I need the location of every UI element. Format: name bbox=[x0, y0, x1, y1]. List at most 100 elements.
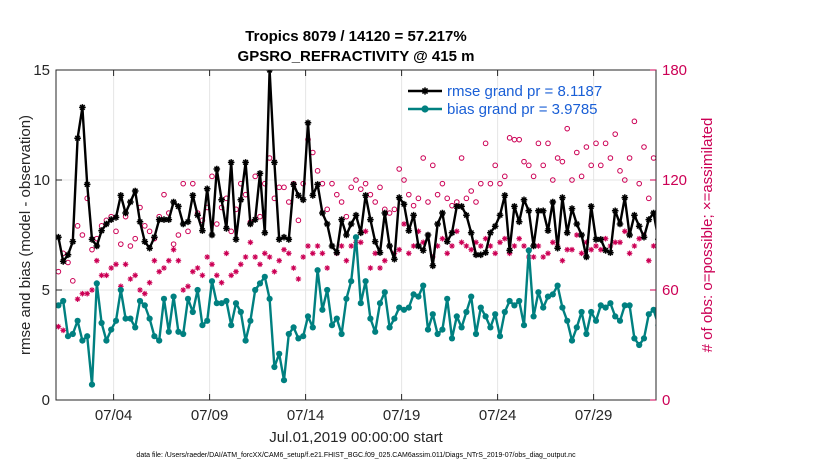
possible-point bbox=[530, 173, 537, 180]
rmse-point bbox=[592, 236, 600, 243]
bias-point bbox=[549, 291, 556, 298]
rmse-point bbox=[616, 220, 624, 228]
bias-point bbox=[607, 300, 614, 307]
rmse-point bbox=[539, 207, 547, 215]
assimilated-point bbox=[84, 290, 90, 297]
bias-point bbox=[506, 297, 513, 305]
rmse-point bbox=[362, 192, 369, 199]
possible-point bbox=[420, 155, 427, 161]
rmse-point bbox=[285, 236, 293, 243]
assimilated-point bbox=[276, 257, 282, 264]
assimilated-point bbox=[545, 250, 551, 257]
possible-point bbox=[559, 158, 566, 165]
assimilated-point bbox=[362, 228, 369, 235]
rmse-point bbox=[299, 196, 307, 204]
possible-point bbox=[824, 189, 829, 194]
possible-point bbox=[214, 221, 220, 227]
possible-point bbox=[353, 177, 359, 183]
possible-point bbox=[554, 155, 561, 161]
rmse-point bbox=[64, 251, 72, 259]
rmse-point bbox=[160, 216, 168, 223]
assimilated-point bbox=[290, 265, 297, 271]
possible-point bbox=[329, 180, 335, 187]
assimilated-point bbox=[612, 239, 618, 246]
bias-point bbox=[280, 377, 288, 384]
rmse-point bbox=[573, 220, 581, 228]
rmse-point bbox=[496, 211, 504, 219]
bias-point bbox=[809, 384, 815, 390]
assimilated-point bbox=[401, 221, 407, 227]
bias-point bbox=[799, 329, 805, 335]
assimilated-point bbox=[593, 243, 599, 249]
rmse-point bbox=[621, 194, 629, 201]
assimilated-point bbox=[257, 261, 263, 268]
rmse-point bbox=[93, 242, 101, 250]
rmse-point bbox=[640, 233, 648, 241]
bias-point bbox=[319, 306, 326, 313]
bias-point bbox=[228, 322, 235, 329]
bias-point bbox=[256, 280, 264, 287]
bias-point bbox=[823, 379, 829, 385]
bias-point bbox=[271, 363, 278, 371]
assimilated-point bbox=[56, 323, 62, 330]
possible-point bbox=[569, 177, 575, 183]
possible-point bbox=[185, 228, 191, 235]
bias-point bbox=[108, 326, 115, 333]
rmse-point bbox=[583, 253, 590, 261]
assimilated-point bbox=[233, 268, 239, 275]
assimilated-point bbox=[809, 251, 815, 257]
possible-point bbox=[396, 166, 403, 172]
assimilated-point bbox=[434, 243, 441, 249]
bias-point bbox=[285, 330, 292, 338]
bias-point bbox=[362, 278, 369, 285]
rmse-point bbox=[684, 223, 691, 230]
possible-point bbox=[535, 140, 542, 147]
bias-point bbox=[516, 297, 523, 305]
rmse-point bbox=[809, 232, 816, 239]
assimilated-point bbox=[132, 272, 138, 279]
rmse-point bbox=[56, 233, 62, 241]
bias-point bbox=[775, 298, 781, 304]
assimilated-point bbox=[310, 250, 316, 257]
assimilated-point bbox=[295, 276, 302, 282]
bias-point bbox=[156, 337, 163, 344]
rmse-point bbox=[112, 214, 120, 221]
assimilated-point bbox=[574, 232, 580, 238]
possible-point bbox=[800, 181, 805, 186]
assimilated-point bbox=[516, 235, 522, 242]
possible-point bbox=[74, 223, 81, 229]
bias-point bbox=[420, 282, 427, 289]
bias-point bbox=[684, 272, 690, 278]
bias-point bbox=[665, 357, 671, 363]
bias-point bbox=[559, 304, 566, 311]
bias-point bbox=[333, 315, 340, 322]
rmse-point bbox=[544, 227, 552, 234]
rmse-point bbox=[59, 258, 67, 265]
possible-point bbox=[762, 163, 767, 168]
bias-point bbox=[458, 324, 465, 331]
assimilated-point bbox=[151, 257, 158, 264]
assimilated-point bbox=[718, 240, 724, 246]
bias-point bbox=[761, 333, 767, 339]
possible-point bbox=[252, 173, 258, 180]
assimilated-point bbox=[487, 243, 494, 249]
assimilated-point bbox=[348, 243, 354, 249]
bias-point bbox=[737, 291, 743, 297]
bias-point bbox=[290, 324, 297, 331]
bias-point bbox=[487, 324, 494, 331]
rmse-point bbox=[568, 205, 576, 212]
possible-point bbox=[526, 162, 532, 169]
possible-point bbox=[372, 199, 379, 205]
bias-point bbox=[93, 280, 100, 287]
rmse-point bbox=[98, 227, 105, 234]
rmse-point bbox=[718, 247, 725, 254]
assimilated-point bbox=[118, 283, 124, 290]
assimilated-point bbox=[752, 247, 758, 253]
rmse-point bbox=[645, 216, 653, 223]
possible-point bbox=[65, 259, 71, 266]
rmse-point bbox=[587, 203, 595, 210]
assimilated-point bbox=[382, 257, 388, 264]
bias-point bbox=[261, 273, 268, 280]
rmse-point bbox=[563, 229, 571, 237]
bias-point bbox=[175, 328, 182, 335]
